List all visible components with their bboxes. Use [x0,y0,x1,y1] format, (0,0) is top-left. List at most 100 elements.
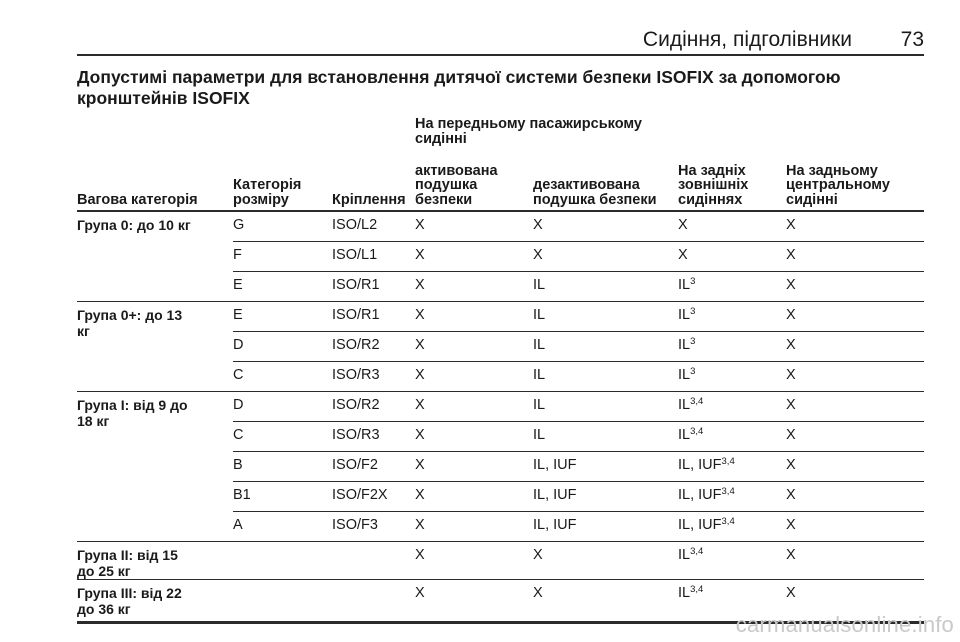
footnote-ref: 3 [690,276,696,287]
rear-center-cell: X [786,361,924,392]
fixture-cell: ISO/F3 [332,511,415,542]
active-airbag-cell: X [415,241,533,272]
header-row-group: На передньому пасажирському сидінні [77,117,924,157]
col-header-fixture: Кріплення [332,157,415,212]
col-header-size: Категорія розміру [233,157,332,212]
size-cell: G [233,217,245,233]
col-header-deactivated-airbag: дезактивована подушка безпеки [533,157,678,212]
fixture-cell: ISO/F2 [332,451,415,482]
col-header-rear-center: На задньому центральному сидінні [786,157,924,212]
footnote-ref: 3,4 [690,584,704,595]
active-airbag-cell: X [415,579,533,624]
header-row-columns: Вагова категорія Категорія розміру Кріпл… [77,157,924,212]
active-airbag-cell: X [415,217,425,233]
rear-outer-cell: IL3 [678,301,786,332]
table-row: Група 0: до 10 кг G ISO/L2 X X X X [77,211,924,242]
watermark: carmanualsonline.info [735,612,954,637]
active-airbag-cell: X [415,451,533,482]
fixture-cell: ISO/R2 [332,391,415,422]
size-cell: B1 [233,481,332,512]
deactivated-airbag-cell: IL [533,271,678,302]
rear-outer-cell: IL3,4 [678,541,786,580]
rear-center-cell: X [786,421,924,452]
active-airbag-cell: X [415,331,533,362]
weight-group-cell: Група 0: до 10 кг [77,217,191,233]
size-cell: D [233,331,332,362]
footnote-ref: 3,4 [721,516,735,527]
rear-outer-cell: IL3 [678,271,786,302]
active-airbag-cell: X [415,271,533,302]
size-cell: E [233,271,332,302]
deactivated-airbag-cell: IL, IUF [533,511,678,542]
table-body: Група 0: до 10 кг G ISO/L2 X X X X F ISO/L1 X X X X E… [77,211,924,624]
size-cell: A [233,511,332,542]
footnote-ref: 3,4 [721,456,735,467]
weight-group-cell: Група 0+: до 13 кг [77,301,233,392]
table-row: B ISO/F2 X IL, IUF IL, IUF3,4 X [77,451,924,482]
size-cell: C [233,361,332,392]
header-front-passenger: На передньому пасажирському сидінні [415,116,642,147]
active-airbag-cell: X [415,511,533,542]
deactivated-airbag-cell: IL [533,331,678,362]
table-row: Група I: від 9 до 18 кг D ISO/R2 X IL IL3,4 X [77,391,924,542]
weight-group-cell: Група III: від 22 до 36 кг [77,579,233,624]
active-airbag-cell: X [415,481,533,512]
size-cell: F [233,241,332,272]
col-header-weight: Вагова категорія [77,157,233,212]
table-row: C ISO/R3 X IL IL3,4 X [77,421,924,452]
rear-outer-cell: IL, IUF3,4 [678,511,786,542]
table-row: E ISO/R1 X IL IL3 X [77,271,924,302]
size-cell [233,579,332,624]
rear-outer-cell: IL3 [678,331,786,362]
rear-center-cell: X [786,481,924,512]
col-header-rear-outer: На задніх зовнішніх сидіннях [678,157,786,212]
rear-center-cell: X [786,241,924,272]
section-title: Сидіння, підголівники [642,28,852,51]
weight-group-cell: Група II: від 15 до 25 кг [77,541,233,580]
table-row: F ISO/L1 X X X X [77,241,924,272]
weight-group-cell: Група I: від 9 до 18 кг [77,391,233,542]
table-row: D ISO/R2 X IL IL3 X [77,331,924,362]
rear-center-cell: X [786,217,796,233]
rear-center-cell: X [786,579,924,624]
fixture-cell: ISO/L1 [332,241,415,272]
fixture-cell: ISO/F2X [332,481,415,512]
size-cell: B [233,451,332,482]
active-airbag-cell: X [415,301,533,332]
deactivated-airbag-cell: IL [533,391,678,422]
deactivated-airbag-cell: IL [533,421,678,452]
table-row: A ISO/F3 X IL, IUF IL, IUF3,4 X [77,511,924,542]
table-row: B1 ISO/F2X X IL, IUF IL, IUF3,4 X [77,481,924,512]
page-header: Сидіння, підголівники 73 [77,22,924,56]
rear-outer-cell: IL3,4 [678,421,786,452]
rear-outer-cell: IL, IUF3,4 [678,481,786,512]
table-row: Група 0+: до 13 кг E ISO/R1 X IL IL3 X [77,301,924,392]
deactivated-airbag-cell: IL [533,361,678,392]
page-number: 73 [900,28,924,51]
rear-center-cell: X [786,511,924,542]
footnote-ref: 3,4 [721,486,735,497]
footnote-ref: 3,4 [690,546,704,557]
active-airbag-cell: X [415,391,533,422]
fixture-cell: ISO/R3 [332,421,415,452]
footnote-ref: 3,4 [690,396,704,407]
active-airbag-cell: X [415,361,533,392]
deactivated-airbag-cell: IL, IUF [533,481,678,512]
size-cell [233,541,332,580]
col-header-active-airbag: активована подушка безпеки [415,157,533,212]
deactivated-airbag-cell: X [533,541,678,580]
rear-center-cell: X [786,541,924,580]
size-cell: D [233,391,332,422]
footnote-ref: 3 [690,336,696,347]
deactivated-airbag-cell: X [533,579,678,624]
active-airbag-cell: X [415,421,533,452]
table-row: Група II: від 15 до 25 кг X X IL3,4 X [77,541,924,580]
rear-outer-cell: IL, IUF3,4 [678,451,786,482]
rear-outer-cell: X [678,241,786,272]
rear-center-cell: X [786,271,924,302]
rear-outer-cell: IL3 [678,361,786,392]
footnote-ref: 3 [690,366,696,377]
rear-center-cell: X [786,391,924,422]
fixture-cell [332,541,415,580]
deactivated-airbag-cell: IL, IUF [533,451,678,482]
